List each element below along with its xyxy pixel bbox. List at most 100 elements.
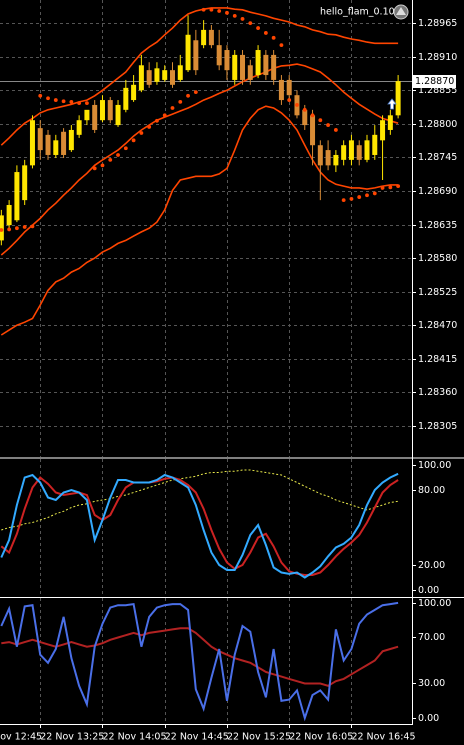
indicator-line [1,469,399,531]
sar-dot [7,227,12,232]
x-tick-label: 22 Nov 16:45 [351,732,415,743]
candle-body [177,65,183,80]
current-price-label: 1.28870 [415,76,454,87]
sar-dot [279,43,284,48]
candle-body [364,140,370,160]
sar-dot [271,35,276,40]
sar-dot [53,98,58,102]
indicator-line [0,476,399,576]
sar-dot [69,99,74,104]
candle-body [348,140,354,160]
candle-body [317,145,323,166]
sar-dot [372,191,377,196]
trade-arrow [387,98,397,110]
sar-dot [123,146,128,151]
indicator-line [0,601,399,722]
candle-body [0,215,4,241]
sar-dot [162,113,167,118]
sar-dot [302,107,307,112]
sar-dot [46,96,50,101]
current-price-box [413,75,456,88]
x-tick-label: 22 Nov 15:25 [227,732,291,743]
candle-body [170,70,175,85]
sar-dot [139,131,144,135]
candle-body [68,129,74,151]
sar-dot [357,195,362,199]
candle-body [123,87,129,110]
y-tick-label: 1.28415 [418,354,457,365]
sar-dot [310,113,315,118]
x-tick-label: 22 Nov 14:45 [165,732,229,743]
sar-dot [186,93,190,98]
sar-dot [333,128,338,132]
candle-body [232,54,238,80]
candle-body [387,115,393,130]
sar-dot [30,224,35,229]
candle-body [84,109,90,121]
y-tick-label: 1.28690 [418,186,457,197]
sar-dot [131,138,136,143]
x-tick-label: 22 Nov 12:45 [0,732,42,743]
sar-dot [0,228,4,232]
sar-dot [108,157,113,162]
candle-body [380,120,386,141]
candle-body [286,79,292,96]
y-tick-label: 1.28910 [418,52,457,63]
y-tick-label: 0.00 [418,713,439,724]
indicator-line [1,627,399,687]
y-tick-label: 1.28965 [418,18,457,29]
candle-body [107,100,113,121]
sar-dot [256,26,260,30]
sar-dot [240,17,245,21]
y-tick-label: 1.28745 [418,152,457,163]
sar-dot [318,118,323,123]
sar-dot [201,7,206,12]
sar-dot [38,93,43,98]
chart-title: hello_flam_0.101 [320,7,401,18]
sar-dot [15,226,19,231]
y-tick-label: 1.28525 [418,287,457,298]
sar-dot [209,7,214,12]
candle-body [99,100,105,121]
sar-dot [61,99,66,104]
sar-dot [77,101,82,106]
candle-body [29,120,35,166]
grid-layer [0,0,412,724]
candle-body [45,134,51,155]
candle-body [53,140,59,155]
sar-dot [388,185,393,190]
candle-body [216,45,222,66]
candle-body [263,54,269,76]
y-tick-label: 1.28635 [418,220,457,231]
candle-body [247,65,253,80]
sar-dot [193,90,198,95]
sar-dot [225,10,229,15]
x-tick-label: 22 Nov 14:05 [102,732,166,743]
sar-dot [365,193,369,198]
candle-body [372,134,378,155]
candle-body [325,150,331,166]
candle-body [201,29,207,46]
candle-body [356,145,362,160]
data-layer [0,7,401,722]
sar-dot [263,31,268,35]
sar-dot [155,118,159,123]
sar-dot [92,166,97,171]
y-tick-label: 70.00 [418,632,445,643]
candle-body [224,50,230,71]
indicator-line [0,63,399,256]
sar-dot [232,13,237,18]
y-tick-label: 30.00 [418,678,445,689]
y-tick-label: 0.00 [418,585,439,596]
expert-icon [393,4,409,20]
sar-dot [22,225,27,229]
indicator-line [0,7,399,146]
sar-dot [116,153,120,157]
x-tick-label: 22 Nov 16:05 [289,732,353,743]
candle-body [22,165,28,201]
y-tick-label: 1.28580 [418,253,457,264]
